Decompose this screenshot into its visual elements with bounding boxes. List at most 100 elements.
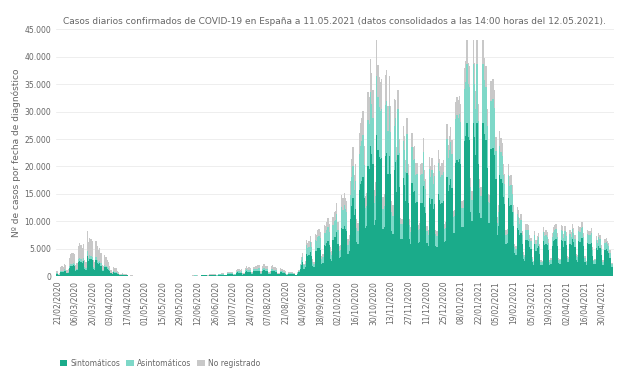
- Bar: [301, 257, 302, 260]
- Bar: [406, 173, 407, 276]
- Bar: [459, 159, 460, 276]
- Bar: [228, 273, 229, 274]
- Bar: [397, 109, 399, 155]
- Bar: [441, 163, 443, 175]
- Bar: [105, 257, 107, 266]
- Bar: [280, 272, 281, 276]
- Bar: [449, 136, 450, 150]
- Bar: [255, 266, 256, 269]
- Bar: [317, 230, 319, 237]
- Bar: [84, 260, 86, 267]
- Bar: [76, 263, 78, 269]
- Bar: [455, 102, 456, 119]
- Bar: [513, 212, 514, 226]
- Bar: [100, 263, 102, 266]
- Bar: [515, 255, 516, 276]
- Bar: [489, 223, 490, 276]
- Bar: [117, 273, 118, 276]
- Bar: [460, 121, 461, 164]
- Bar: [374, 224, 375, 276]
- Bar: [286, 275, 287, 276]
- Bar: [432, 158, 433, 170]
- Bar: [252, 272, 254, 273]
- Bar: [609, 253, 611, 258]
- Bar: [375, 220, 376, 276]
- Bar: [332, 226, 334, 240]
- Bar: [529, 239, 531, 247]
- Bar: [585, 261, 587, 262]
- Bar: [612, 267, 613, 276]
- Bar: [476, 91, 477, 109]
- Bar: [504, 205, 505, 276]
- Bar: [578, 226, 579, 231]
- Bar: [563, 234, 564, 238]
- Bar: [427, 244, 428, 276]
- Bar: [596, 236, 597, 240]
- Bar: [340, 257, 341, 276]
- Bar: [314, 264, 315, 268]
- Bar: [69, 258, 70, 266]
- Bar: [73, 265, 74, 276]
- Bar: [232, 272, 233, 273]
- Bar: [453, 233, 454, 276]
- Bar: [272, 265, 273, 269]
- Bar: [353, 190, 355, 215]
- Bar: [89, 255, 91, 259]
- Bar: [401, 219, 402, 224]
- Bar: [259, 270, 260, 276]
- Bar: [95, 241, 97, 257]
- Bar: [301, 265, 302, 276]
- Bar: [211, 274, 212, 275]
- Bar: [590, 231, 591, 235]
- Bar: [346, 201, 347, 212]
- Bar: [371, 104, 373, 154]
- Bar: [69, 266, 70, 268]
- Bar: [552, 237, 553, 246]
- Bar: [213, 275, 215, 276]
- Bar: [414, 146, 415, 159]
- Bar: [261, 272, 262, 273]
- Bar: [256, 271, 257, 276]
- Bar: [381, 109, 383, 158]
- Bar: [73, 263, 74, 265]
- Bar: [392, 234, 394, 276]
- Bar: [554, 230, 556, 240]
- Bar: [227, 274, 228, 276]
- Bar: [241, 271, 242, 273]
- Bar: [68, 272, 69, 273]
- Bar: [248, 270, 249, 272]
- Bar: [288, 273, 290, 274]
- Bar: [469, 87, 470, 140]
- Bar: [449, 150, 450, 185]
- Bar: [82, 258, 84, 262]
- Bar: [317, 248, 319, 276]
- Bar: [417, 225, 419, 230]
- Bar: [405, 172, 406, 201]
- Bar: [364, 198, 365, 276]
- Bar: [124, 275, 125, 276]
- Bar: [606, 238, 607, 242]
- Bar: [105, 268, 107, 276]
- Bar: [88, 243, 89, 258]
- Bar: [277, 273, 278, 274]
- Bar: [73, 252, 74, 263]
- Bar: [391, 231, 392, 276]
- Bar: [477, 40, 478, 64]
- Bar: [107, 267, 108, 269]
- Bar: [466, 123, 467, 276]
- Bar: [351, 206, 352, 276]
- Bar: [525, 240, 526, 276]
- Bar: [252, 274, 254, 276]
- Bar: [604, 243, 606, 250]
- Bar: [250, 273, 252, 274]
- Bar: [476, 155, 477, 276]
- Bar: [365, 228, 366, 276]
- Bar: [534, 235, 536, 244]
- Bar: [402, 141, 404, 178]
- Bar: [488, 194, 489, 202]
- Bar: [534, 244, 536, 276]
- Bar: [533, 261, 534, 262]
- Bar: [357, 244, 358, 276]
- Bar: [381, 79, 383, 109]
- Bar: [376, 40, 378, 76]
